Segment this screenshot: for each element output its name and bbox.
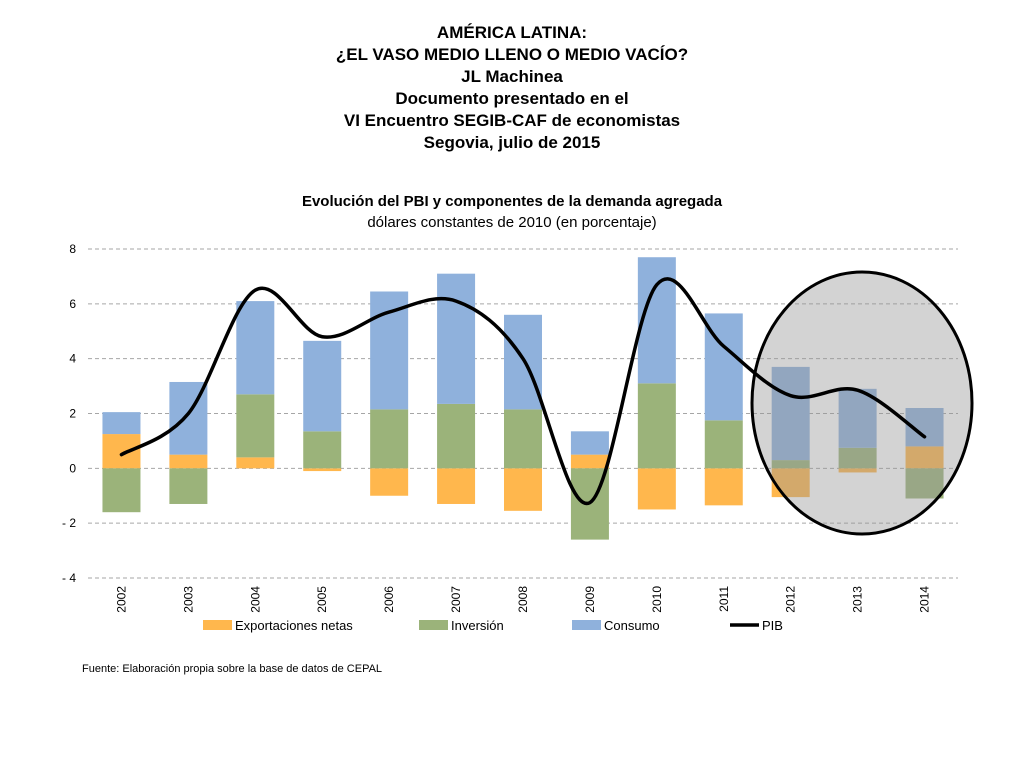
bar-consumo-2004	[236, 301, 275, 395]
bar-inversion-2007	[437, 403, 476, 469]
header-line-2: ¿EL VASO MEDIO LLENO O MEDIO VACÍO?	[335, 45, 689, 64]
highlight-ellipse-layer	[750, 270, 974, 536]
bar-exportaciones-netas-2012	[771, 468, 810, 498]
bar-exportaciones-netas-2008	[504, 468, 542, 511]
highlight-ellipse	[750, 270, 974, 536]
bar-exportaciones-netas-2003	[169, 454, 208, 469]
pib-line-layer	[119, 277, 927, 506]
bar-consumo-2005	[303, 340, 342, 432]
y-tick-label: 2	[69, 407, 76, 421]
slide-header: AMÉRICA LATINA: ¿EL VASO MEDIO LLENO O M…	[0, 22, 1024, 154]
y-tick-label: - 4	[62, 571, 76, 585]
bar-inversion-2004	[236, 394, 275, 458]
legend-label: Inversión	[451, 618, 504, 633]
header-line-5: VI Encuentro SEGIB-CAF de economistas	[343, 111, 681, 130]
bar-exportaciones-netas-2007	[437, 468, 476, 504]
chart-title: Evolución del PBI y componentes de la de…	[301, 193, 723, 210]
source-note: Fuente: Elaboración propia sobre la base…	[82, 663, 383, 675]
bar-consumo-2007	[437, 273, 476, 404]
bar-consumo-2009	[570, 431, 609, 455]
bar-inversion-2012	[771, 460, 810, 469]
x-tick-label: 2005	[315, 586, 329, 613]
bar-consumo-2002	[102, 412, 141, 435]
bar-inversion-2002	[102, 468, 141, 513]
bar-exportaciones-netas-2011	[704, 468, 743, 506]
x-tick-label: 2006	[382, 586, 396, 613]
chart-subtitle: dólares constantes de 2010 (en porcentaj…	[367, 214, 657, 231]
bar-exportaciones-netas-2014	[905, 446, 944, 469]
bar-consumo-2012	[771, 366, 810, 461]
bar-consumo-2008	[504, 314, 542, 410]
y-tick-label: 6	[69, 297, 76, 311]
bar-inversion-2005	[303, 431, 342, 469]
x-tick-label: 2002	[114, 586, 128, 613]
legend-swatch	[419, 620, 448, 630]
bar-exportaciones-netas-2013	[838, 468, 877, 473]
bar-inversion-2014	[905, 468, 944, 499]
bar-inversion-2003	[169, 468, 208, 504]
bar-inversion-2013	[838, 447, 877, 469]
chart-title-block: Evolución del PBI y componentes de la de…	[0, 191, 1024, 233]
bar-inversion-2006	[370, 409, 409, 469]
bar-exportaciones-netas-2010	[637, 468, 676, 510]
bar-exportaciones-netas-2002	[102, 434, 141, 469]
legend: Exportaciones netas Inversión Consumo PIB	[203, 618, 783, 633]
legend-label: PIB	[762, 618, 783, 633]
y-tick-label: 4	[69, 352, 76, 366]
x-tick-label: 2003	[181, 586, 195, 613]
bar-inversion-2010	[637, 383, 676, 469]
x-tick-label: 2007	[449, 586, 463, 613]
x-tick-label: 2009	[583, 586, 597, 613]
header-line-1: AMÉRICA LATINA:	[436, 23, 588, 42]
legend-label: Exportaciones netas	[235, 618, 353, 633]
legend-swatch	[572, 620, 601, 630]
x-tick-label: 2013	[851, 586, 865, 613]
bar-exportaciones-netas-2005	[303, 468, 342, 472]
bar-inversion-2011	[704, 420, 743, 469]
y-tick-label: 8	[69, 242, 76, 256]
header-line-6: Segovia, julio de 2015	[423, 133, 601, 152]
y-tick-label: - 2	[62, 516, 76, 530]
bar-exportaciones-netas-2009	[570, 454, 609, 469]
x-tick-label: 2011	[717, 586, 731, 612]
bar-exportaciones-netas-2004	[236, 457, 275, 469]
header-line-4: Documento presentado en el	[395, 89, 629, 108]
x-tick-label: 2014	[918, 586, 932, 613]
header-line-3: JL Machinea	[461, 67, 563, 86]
legend-label: Consumo	[604, 618, 660, 633]
bar-consumo-2013	[838, 388, 877, 448]
pib-line	[119, 277, 927, 506]
x-tick-label: 2008	[516, 586, 530, 613]
x-tick-label: 2004	[248, 586, 262, 613]
x-tick-label: 2012	[784, 586, 798, 613]
y-axis-ticks: 8 6 4 2 0 - 2 - 4	[62, 242, 76, 585]
x-axis-ticks: 2002 2003 2004 2005 2006 2007 2008 2009 2010 2011…	[114, 586, 931, 613]
y-tick-label: 0	[69, 461, 76, 475]
x-tick-label: 2010	[650, 586, 664, 613]
bar-exportaciones-netas-2006	[370, 468, 409, 496]
bar-inversion-2008	[504, 409, 542, 469]
legend-swatch	[203, 620, 232, 630]
